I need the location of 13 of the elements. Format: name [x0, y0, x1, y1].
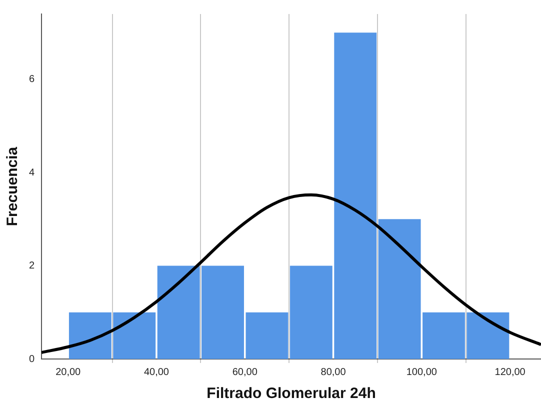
- x-tick-label: 60,00: [232, 366, 258, 378]
- x-tick-label: 120,00: [494, 366, 526, 378]
- y-tick-label: 4: [29, 167, 35, 178]
- x-tick-label: 20,00: [56, 366, 82, 378]
- y-tick-label: 0: [29, 354, 35, 365]
- x-tick-label: 80,00: [320, 366, 346, 378]
- x-tick-label: 40,00: [144, 366, 170, 378]
- y-tick-label: 2: [29, 260, 35, 272]
- y-tick-label: 6: [29, 74, 35, 86]
- x-tick-label: 100,00: [406, 366, 438, 378]
- x-axis-title: Filtrado Glomerular 24h: [206, 385, 376, 402]
- y-axis-title: Frecuencia: [4, 146, 22, 226]
- line-series: [42, 193, 541, 354]
